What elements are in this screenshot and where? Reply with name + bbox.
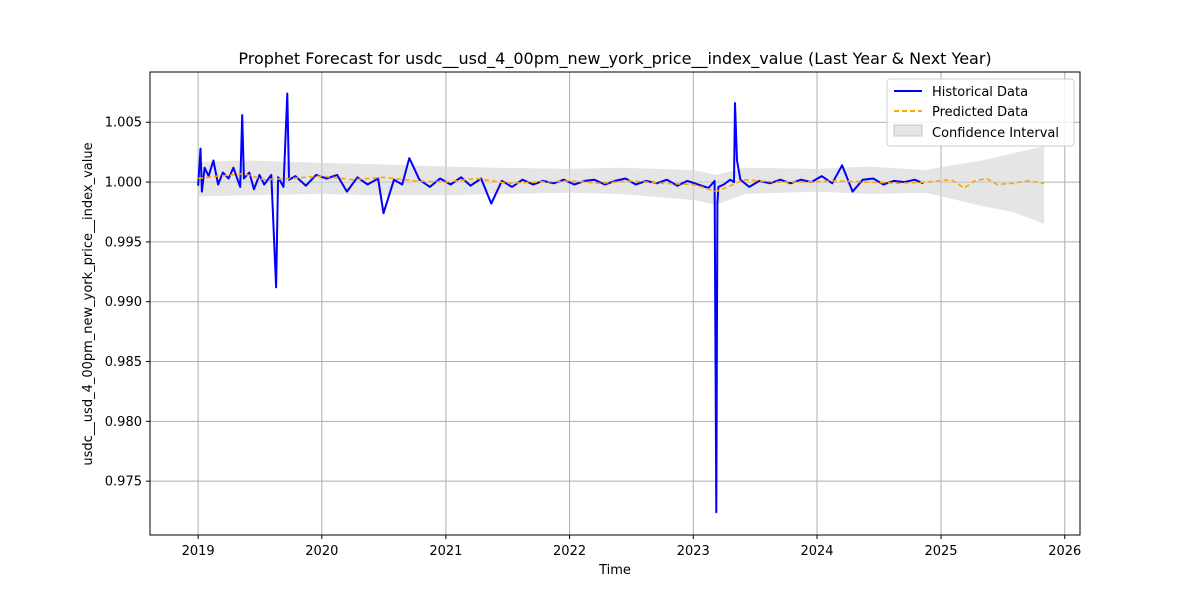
x-axis-label: Time: [598, 563, 631, 578]
plot-frame: [149, 71, 1081, 536]
x-tick-label: 2021: [429, 544, 462, 559]
x-tick-label: 2023: [677, 544, 710, 559]
legend-box: [886, 78, 1075, 147]
legend: Historical Data Predicted Data Confidenc…: [886, 78, 1075, 147]
y-tick-label: 0.985: [105, 355, 142, 370]
chart-title: Prophet Forecast for usdc__usd_4_00pm_ne…: [238, 49, 991, 69]
x-tick-label: 2019: [182, 544, 215, 559]
y-tick-label: 0.990: [105, 295, 142, 310]
y-tick-label: 1.005: [105, 116, 142, 131]
historical-data-line: [197, 92, 924, 514]
legend-historical-label: Historical Data: [932, 85, 1028, 100]
data-lines: [197, 92, 1045, 514]
y-tick-label: 0.995: [105, 235, 142, 250]
legend-confidence-label: Confidence Interval: [932, 126, 1059, 141]
confidence-interval-band: [198, 146, 1045, 224]
legend-confidence-swatch: [893, 124, 923, 137]
x-tick-label: 2025: [924, 544, 957, 559]
confidence-band: [198, 146, 1045, 224]
x-tick-label: 2020: [305, 544, 338, 559]
y-axis-label: usdc__usd_4_00pm_new_york_price__index_v…: [81, 142, 96, 465]
y-tick-label: 0.980: [105, 415, 142, 430]
y-tick-label: 1.000: [105, 176, 142, 191]
legend-predicted-label: Predicted Data: [932, 105, 1028, 120]
y-axis-ticks: 0.975 0.980 0.985 0.990 0.995 1.000 1.005: [105, 116, 150, 490]
x-tick-label: 2026: [1048, 544, 1081, 559]
y-tick-label: 0.975: [105, 475, 142, 490]
x-tick-label: 2024: [800, 544, 833, 559]
x-axis-ticks: 2019 2020 2021 2022 2023 2024 2025 2026: [182, 535, 1081, 559]
predicted-data-line: [198, 172, 1045, 193]
x-tick-label: 2022: [553, 544, 586, 559]
